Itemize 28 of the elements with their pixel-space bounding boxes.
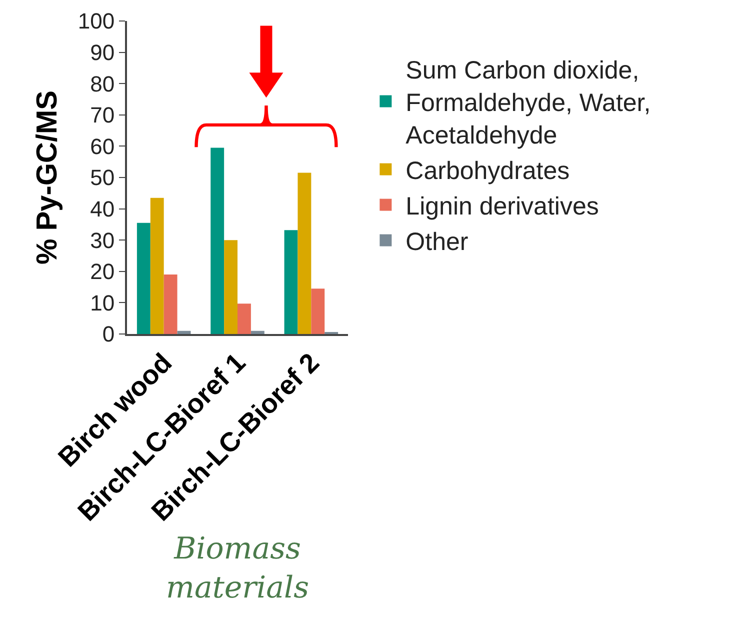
bar <box>177 330 191 334</box>
y-tick-label: 60 <box>90 134 115 159</box>
y-tick-label: 0 <box>102 322 115 347</box>
bar <box>224 240 238 334</box>
bar <box>250 330 264 334</box>
legend-label: Sum Carbon dioxide, Formaldehyde, Water, Acetaldehyde <box>406 56 651 150</box>
bar <box>298 172 312 334</box>
legend-label: Lignin derivatives <box>406 192 599 221</box>
y-tick-label: 50 <box>90 165 115 190</box>
y-tick-label: 30 <box>90 228 115 253</box>
bar <box>150 198 164 334</box>
y-tick-label: 40 <box>90 196 115 222</box>
y-tick-label: 100 <box>78 8 115 34</box>
legend-label: Other <box>406 228 468 256</box>
bar <box>164 274 178 334</box>
y-axis-title: % Py-GC/MS <box>32 90 64 265</box>
bar <box>210 148 224 334</box>
bar <box>136 222 150 334</box>
y-tick-label: 80 <box>90 71 115 96</box>
y-tick-label: 70 <box>90 102 115 128</box>
bar <box>238 304 251 334</box>
y-tick-label: 20 <box>90 259 115 284</box>
bar <box>284 230 298 334</box>
y-tick-label: 90 <box>90 40 115 65</box>
bar <box>311 288 325 334</box>
legend-label: Carbohydrates <box>406 157 570 186</box>
y-tick-label: 10 <box>90 290 115 316</box>
x-axis-title: Biomass materials <box>166 532 309 606</box>
